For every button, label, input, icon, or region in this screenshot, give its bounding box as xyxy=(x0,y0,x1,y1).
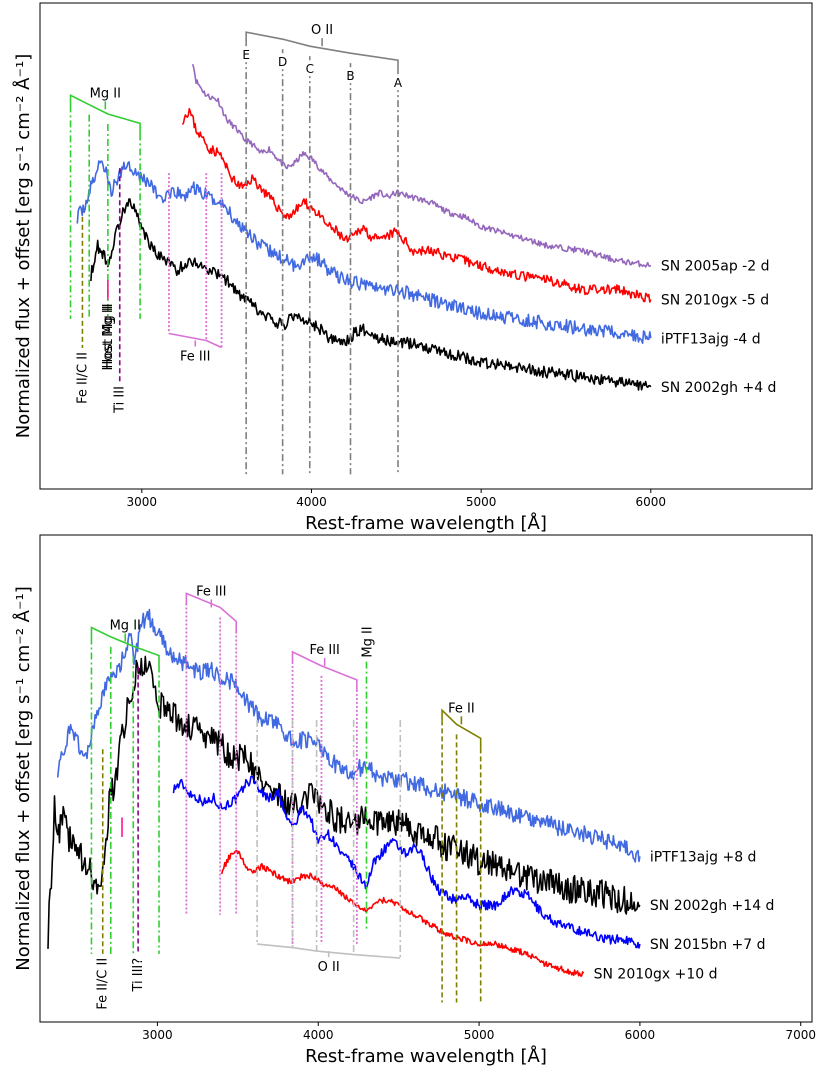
id-label: Fe III xyxy=(309,643,339,658)
id-letter: A xyxy=(394,76,403,90)
x-tick-label: 5000 xyxy=(464,1028,495,1042)
spectrum-iptf13ajg-4-d xyxy=(76,160,652,344)
id-bracket xyxy=(185,592,238,632)
annotation-fe-ii-c-ii: Fe II/C II xyxy=(75,216,90,404)
y-axis-label: Normalized flux + offset [erg s⁻¹ cm⁻² Å… xyxy=(12,586,34,970)
id-letter-bg xyxy=(239,46,254,63)
annotation-o-ii: O II xyxy=(256,720,402,975)
x-axis-label: Rest-frame wavelength [Å] xyxy=(305,1045,547,1066)
id-label: Fe II/C II xyxy=(96,958,111,1010)
panel-top: 3000 4000 5000 6000 Rest-frame wavelength [Å… xyxy=(12,2,813,534)
id-letter-bg xyxy=(391,74,406,91)
series-label: SN 2005ap -2 d xyxy=(661,258,770,274)
id-label: Mg II xyxy=(90,86,121,101)
spectrum-sn-2002gh-14-d xyxy=(47,655,641,949)
series-label: SN 2010gx +10 d xyxy=(594,966,718,982)
id-bracket xyxy=(257,943,401,959)
host-mg-ii-label: Host Mg II xyxy=(101,305,116,370)
id-label: Fe II xyxy=(448,701,475,716)
id-letter-bg xyxy=(275,53,290,70)
id-label: Ti III? xyxy=(131,958,146,993)
x-tick-label: 4000 xyxy=(296,495,327,509)
id-bracket xyxy=(441,708,482,749)
annotation-o-ii: O II E D C B A xyxy=(239,23,406,475)
annotation-fe-ii: Fe II xyxy=(441,701,482,1003)
id-letter-bg xyxy=(302,60,317,77)
id-letter: E xyxy=(242,48,250,62)
id-bracket xyxy=(168,332,222,349)
annotation-mg-ii: Mg II xyxy=(360,626,375,930)
id-label: Fe III xyxy=(196,584,226,599)
x-tick-label: 3000 xyxy=(142,1028,173,1042)
id-label: O II xyxy=(318,960,340,975)
id-letter: D xyxy=(278,55,287,69)
annotation-mg-ii: Mg II xyxy=(69,86,141,319)
id-letter-bg xyxy=(343,67,358,84)
series-label: SN 2010gx -5 d xyxy=(661,292,769,308)
series-label: iPTF13ajg -4 d xyxy=(661,331,761,347)
annotation-ti-iii-: Ti III? xyxy=(131,666,146,993)
x-tick-label: 7000 xyxy=(785,1028,816,1042)
panel-bottom: 3000 4000 5000 6000 7000 Rest-frame wavelengt… xyxy=(12,534,816,1066)
x-tick-label: 6000 xyxy=(636,495,667,509)
id-letter: C xyxy=(306,62,314,76)
id-label: Fe II/C II xyxy=(75,352,90,404)
annotation-host-mg-ii: Host Mg II xyxy=(101,280,116,368)
annotation-fe-iii: Fe III xyxy=(168,173,223,364)
id-label: Mg II xyxy=(110,619,141,634)
x-tick-label: 3000 xyxy=(127,495,158,509)
id-bracket xyxy=(69,94,141,134)
series-label: SN 2015bn +7 d xyxy=(650,937,766,953)
spectrum-sn-2002gh-4-d xyxy=(90,198,652,391)
spectrum-sn-2005ap-2-d xyxy=(191,63,652,268)
spectrum-sn-2015bn-7-d xyxy=(172,775,641,949)
annotation-mg-ii: Mg II xyxy=(90,619,160,954)
annotation-fe-iii: Fe III xyxy=(291,643,358,945)
id-label: Ti III xyxy=(113,386,128,414)
plot-frame xyxy=(39,2,813,490)
id-bracket xyxy=(291,650,358,690)
x-tick-label: 6000 xyxy=(625,1028,656,1042)
id-label: Fe III xyxy=(180,349,210,364)
plot-frame xyxy=(39,534,813,1023)
x-tick-label: 4000 xyxy=(303,1028,334,1042)
x-tick-label: 5000 xyxy=(466,495,497,509)
series-label: iPTF13ajg +8 d xyxy=(650,849,757,865)
spectrum-sn-2010gx-5-d xyxy=(181,108,652,303)
id-label: O II xyxy=(311,23,333,38)
id-letter: B xyxy=(346,69,354,83)
series-label: SN 2002gh +4 d xyxy=(661,380,777,396)
y-axis-label: Normalized flux + offset [erg s⁻¹ cm⁻² Å… xyxy=(12,54,34,438)
spectrum-sn-2010gx-10-d xyxy=(220,850,585,977)
id-bracket xyxy=(90,626,160,666)
series-label: SN 2002gh +14 d xyxy=(650,898,775,914)
x-axis-label: Rest-frame wavelength [Å] xyxy=(305,512,547,534)
annotation-fe-ii-c-ii: Fe II/C II xyxy=(96,749,111,1010)
spectrum-iptf13ajg-8-d xyxy=(56,608,641,863)
annotation-fe-iii: Fe III xyxy=(185,584,238,915)
id-bracket xyxy=(245,31,399,71)
id-label: Host Mg II xyxy=(101,303,116,368)
id-label: Mg II xyxy=(360,626,375,657)
annotation-ti-iii: Ti III xyxy=(113,168,128,414)
